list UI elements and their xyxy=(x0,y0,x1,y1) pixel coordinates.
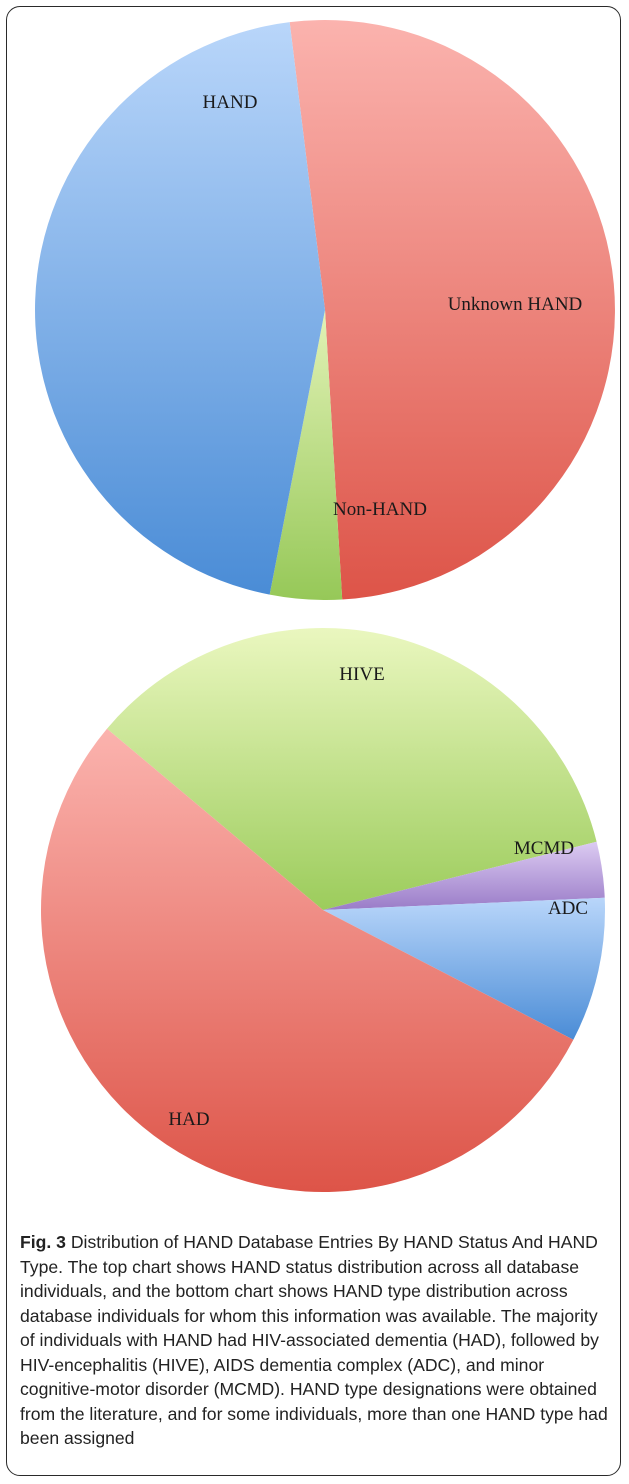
slice-label-had: HAD xyxy=(168,1109,209,1130)
pie-slice-mcmd xyxy=(323,841,605,910)
figure-label: Fig. 3 xyxy=(20,1232,66,1252)
slice-label-hive: HIVE xyxy=(339,664,384,685)
slice-label-hand: HAND xyxy=(203,92,258,113)
slice-label-non-hand: Non-HAND xyxy=(333,499,427,520)
hand-status-pie-chart: HAND Unknown HAND Non-HAND xyxy=(35,20,615,600)
figure-caption-text: Distribution of HAND Database Entries By… xyxy=(20,1232,608,1448)
pie-slice-hand xyxy=(289,20,615,600)
pie-slice-unknown-hand xyxy=(269,310,343,600)
pie-slice-had xyxy=(40,728,574,1193)
hand-type-pie-chart: HIVE MCMD ADC HAD xyxy=(40,628,606,1193)
figure-frame xyxy=(6,6,621,1476)
pie-slice-hive xyxy=(106,628,597,910)
pie-slice-adc xyxy=(323,897,606,1040)
figure-caption: Fig. 3 Distribution of HAND Database Ent… xyxy=(20,1230,610,1451)
slice-label-unknown-hand: Unknown HAND xyxy=(448,294,583,315)
slice-label-adc: ADC xyxy=(548,898,588,919)
pie-slice-non-hand xyxy=(35,22,326,595)
slice-label-mcmd: MCMD xyxy=(514,838,574,859)
